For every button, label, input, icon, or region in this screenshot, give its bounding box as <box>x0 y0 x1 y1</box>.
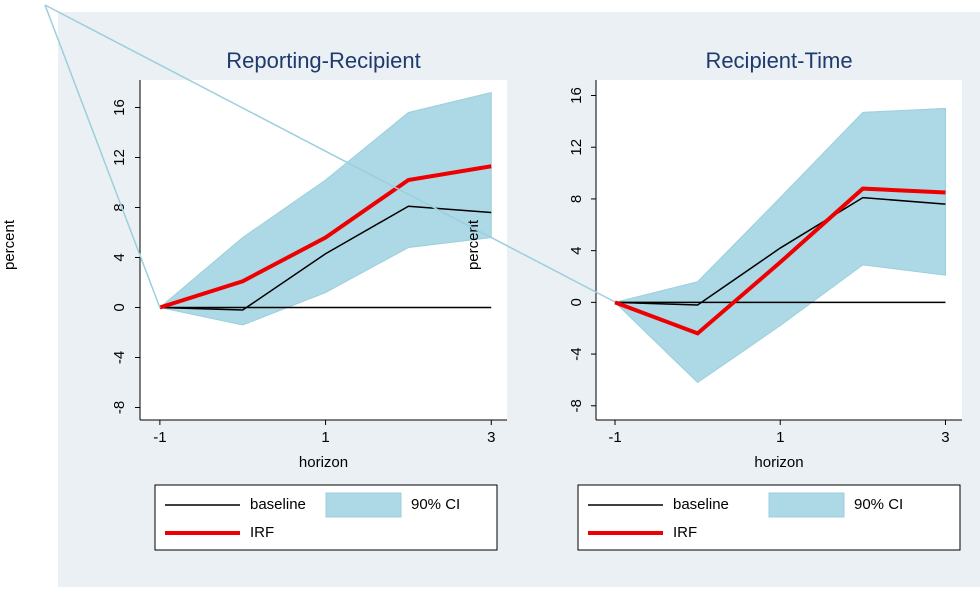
legend-swatch <box>768 492 845 518</box>
legend-label: 90% CI <box>854 496 903 513</box>
x-tick-label: 3 <box>941 429 949 446</box>
y-axis-label: percent <box>465 219 482 270</box>
x-tick-label: -1 <box>608 429 621 446</box>
y-axis-label: percent <box>1 219 18 270</box>
legend-label: IRF <box>673 524 697 541</box>
legend-swatch <box>325 492 402 518</box>
y-tick-label: 0 <box>568 298 585 306</box>
legend-label: baseline <box>673 496 729 513</box>
x-tick-label: 1 <box>321 429 329 446</box>
y-tick-label: -8 <box>568 399 585 412</box>
x-axis-label: horizon <box>754 454 803 471</box>
y-tick-label: 16 <box>111 99 128 116</box>
y-tick-label: 12 <box>111 149 128 166</box>
y-tick-label: 8 <box>568 195 585 203</box>
x-axis-label: horizon <box>299 454 348 471</box>
chart-title: Recipient-Time <box>705 48 852 73</box>
x-tick-label: 1 <box>776 429 784 446</box>
series-line <box>159 164 492 310</box>
y-tick-label: 16 <box>568 87 585 104</box>
y-tick-label: -4 <box>111 351 128 364</box>
x-tick-label: -1 <box>153 429 166 446</box>
y-tick-label: 8 <box>111 203 128 211</box>
y-tick-label: 0 <box>111 303 128 311</box>
artifact-line <box>44 4 616 303</box>
y-tick-label: -8 <box>111 401 128 414</box>
legend-label: 90% CI <box>411 496 460 513</box>
legend-label: IRF <box>250 524 274 541</box>
chart-title: Reporting-Recipient <box>226 48 420 73</box>
legend-label: baseline <box>250 496 306 513</box>
artifact-line <box>44 4 161 309</box>
ci-band <box>158 91 492 326</box>
x-tick-label: 3 <box>487 429 495 446</box>
y-tick-label: 12 <box>568 139 585 156</box>
series-line <box>614 196 946 306</box>
y-tick-label: 4 <box>568 246 585 254</box>
series-line <box>614 186 946 336</box>
y-tick-label: -4 <box>568 347 585 360</box>
y-tick-label: 4 <box>111 253 128 261</box>
